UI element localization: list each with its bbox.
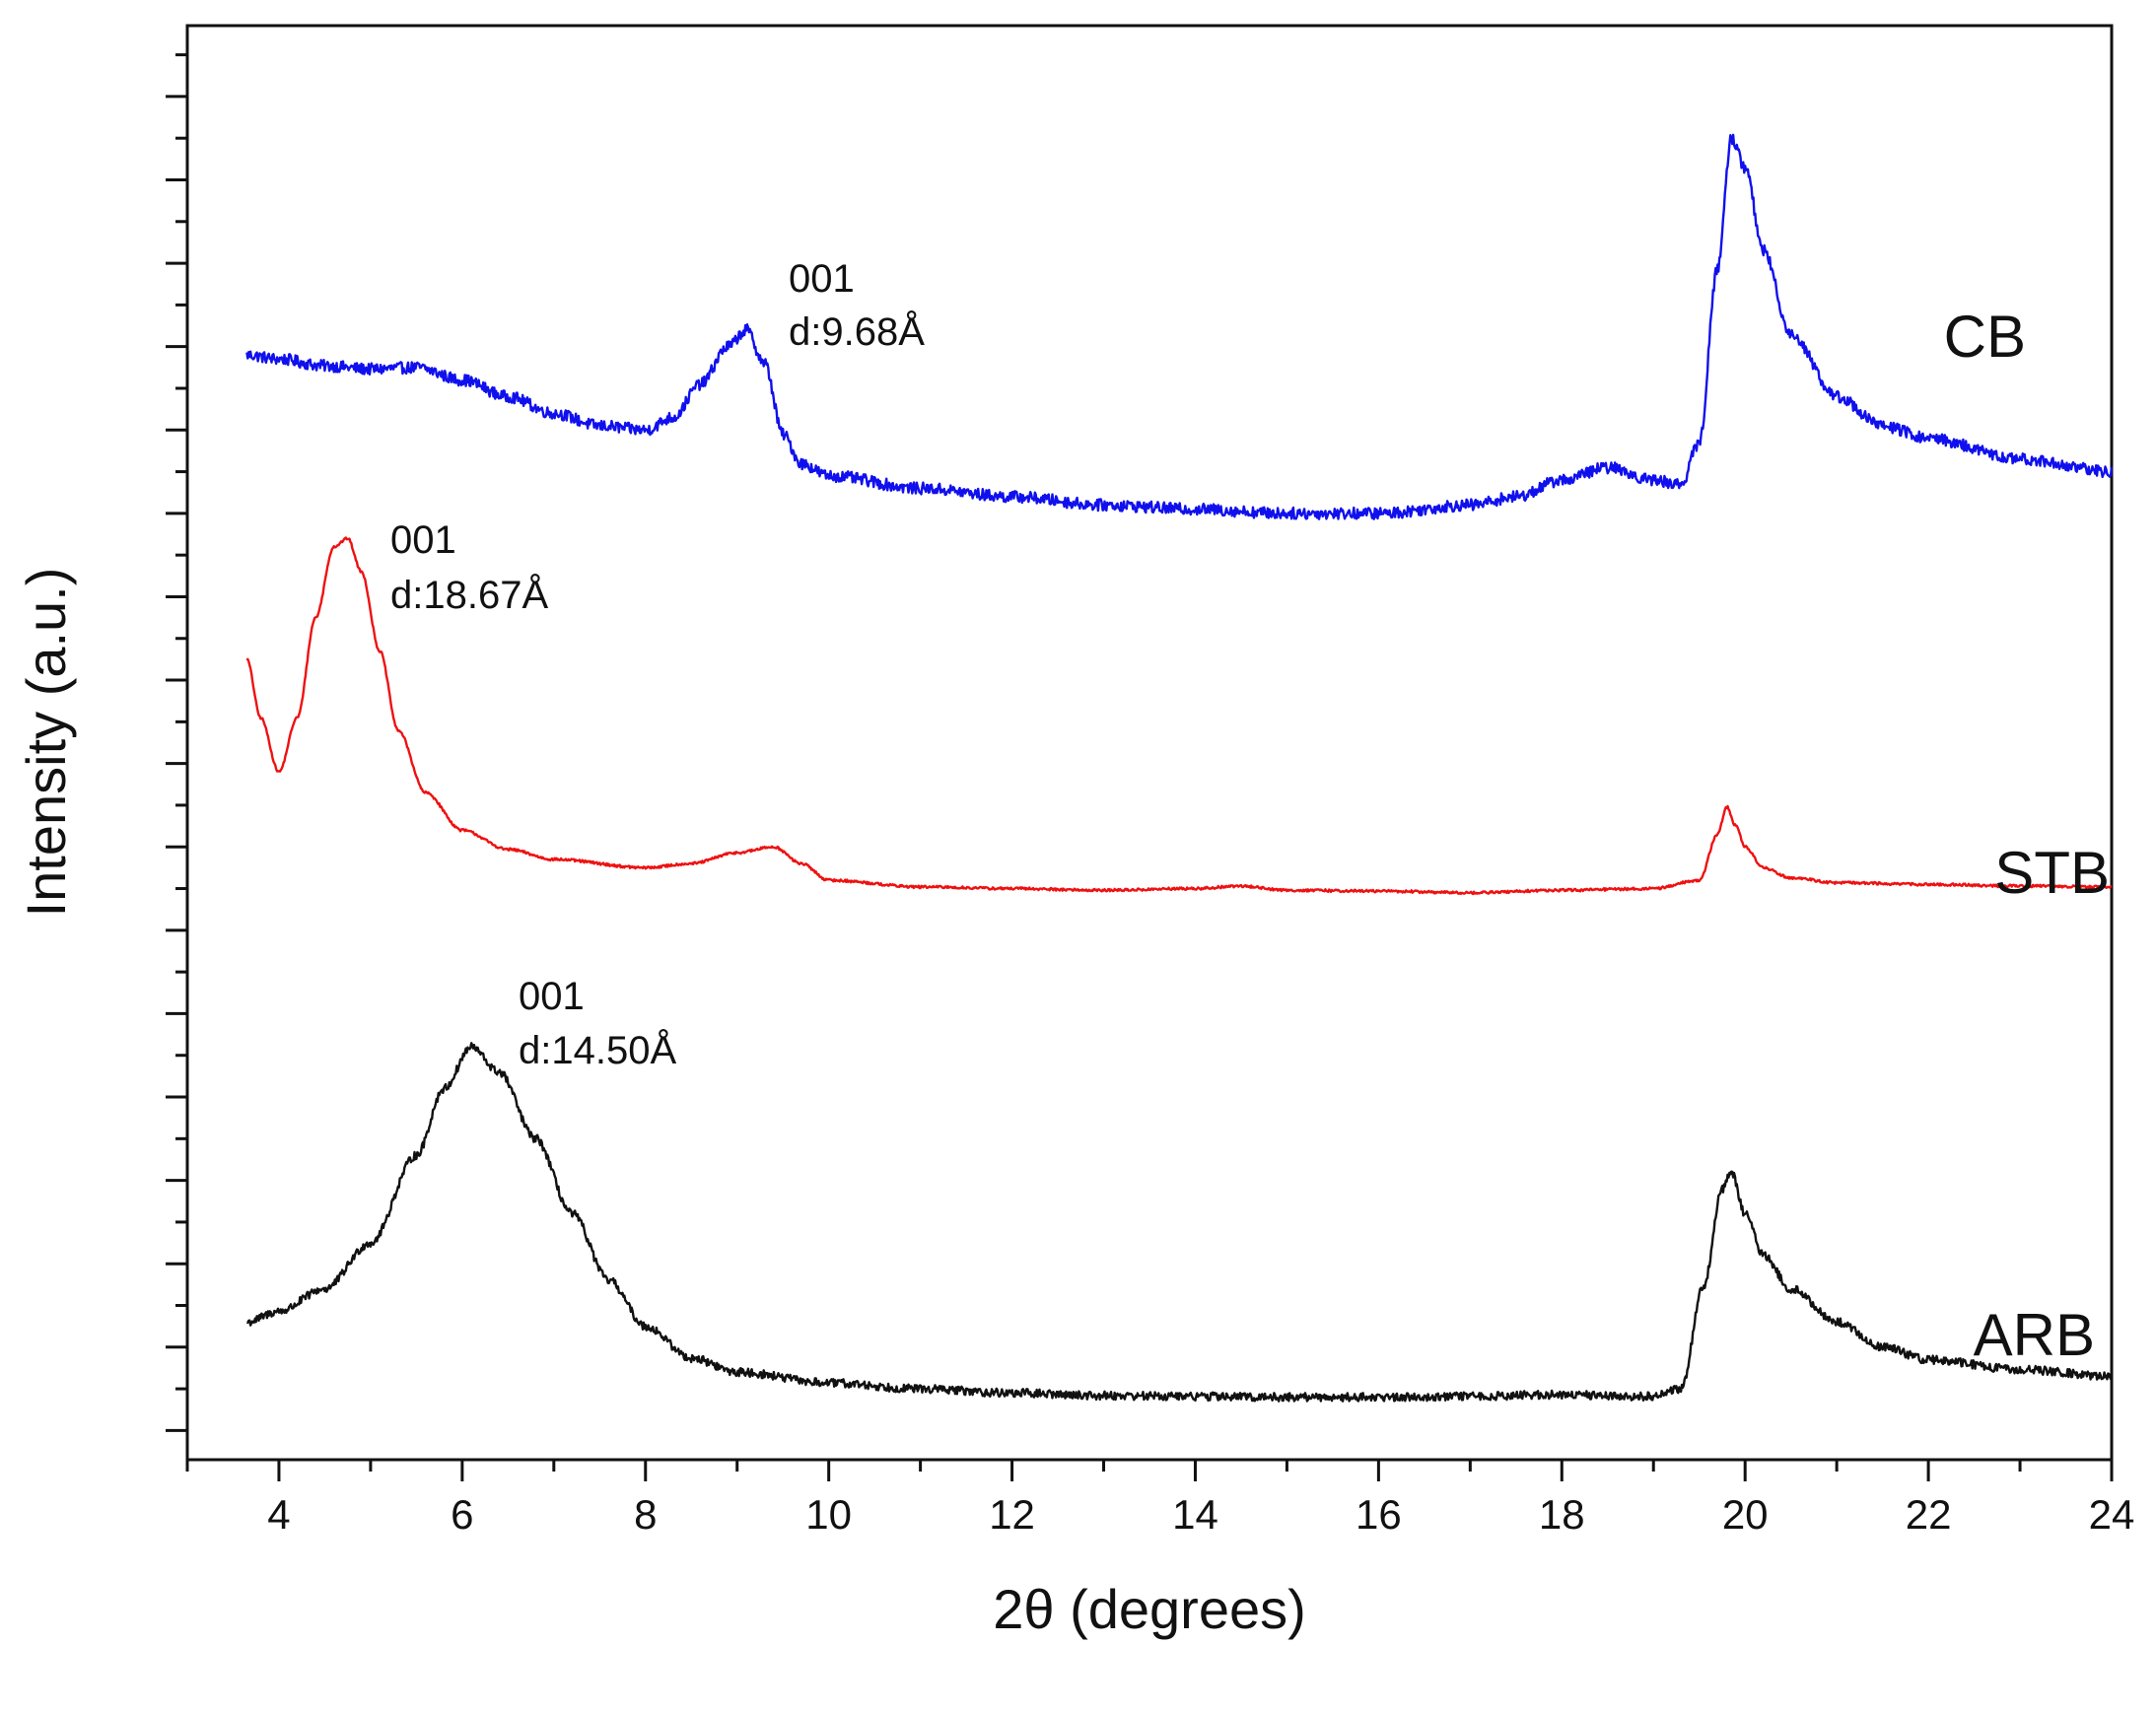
x-tick-label: 24 [2089,1491,2135,1538]
x-tick-label: 4 [267,1491,290,1538]
x-tick-label: 8 [634,1491,657,1538]
series-layer [245,133,2114,1403]
series-line-cb [245,133,2114,520]
plot-frame [185,24,2114,1462]
annotation-stb-plane: 001 [390,518,456,562]
series-label-cb: CB [1944,304,2026,370]
series-label-arb: ARB [1974,1302,2095,1368]
annotation-cb-d-spacing: d:9.68Å [789,309,925,354]
x-tick-label: 14 [1172,1491,1218,1538]
y-axis-title: Intensity (a.u.) [15,568,77,918]
x-tick-label: 6 [451,1491,473,1538]
annotation-stb-d-spacing: d:18.67Å [390,573,548,617]
x-axis-title: 2θ (degrees) [993,1578,1306,1640]
annotation-arb-plane: 001 [519,975,585,1018]
series-label-stb: STB [1994,840,2110,906]
x-tick-label: 16 [1356,1491,1402,1538]
x-tick-label: 18 [1539,1491,1585,1538]
annotation-arb-d-spacing: d:14.50Å [519,1028,676,1072]
x-axis-ticks: 4 6 8 10 12 14 16 18 20 22 24 [185,1460,2135,1538]
series-line-arb [246,1042,2113,1403]
series-line-stb [245,536,2113,896]
x-tick-label: 12 [989,1491,1035,1538]
annotation-cb-plane: 001 [789,257,855,301]
y-axis-ticks [166,53,187,1432]
x-tick-label: 22 [1906,1491,1952,1538]
x-tick-label: 10 [805,1491,852,1538]
x-tick-label: 20 [1722,1491,1769,1538]
